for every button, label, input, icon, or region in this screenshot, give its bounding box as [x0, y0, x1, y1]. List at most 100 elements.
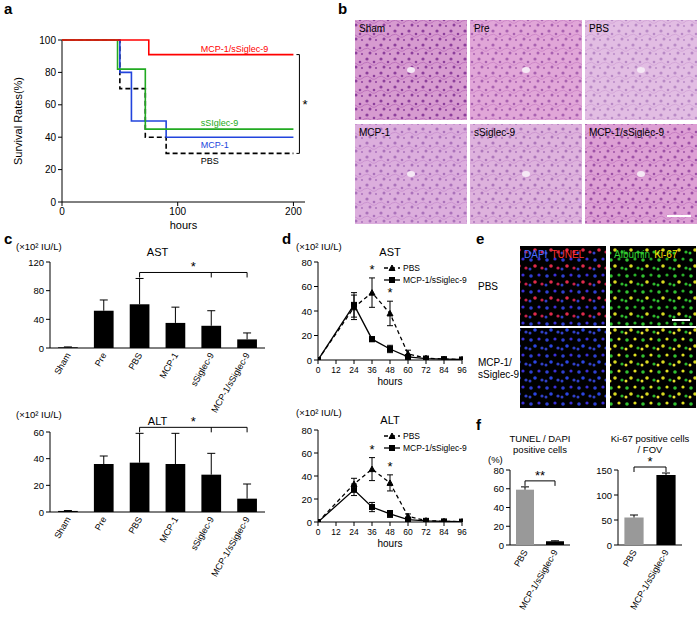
x-tick: [372, 522, 373, 526]
plot-area: [58, 278, 257, 348]
y-tick-label: 40: [301, 471, 312, 482]
fluorescence-image: [610, 246, 696, 326]
x-tick-label: 24: [349, 365, 359, 375]
error-bar: [64, 510, 72, 511]
y-tick-label: 40: [33, 453, 44, 464]
error-bar: [136, 278, 144, 304]
x-tick: [372, 360, 373, 364]
x-tick: [408, 360, 409, 364]
image-label: Sham: [359, 23, 385, 34]
y-axis-label: (×10² IU/L): [296, 241, 342, 252]
y-tick: [58, 40, 62, 41]
image-header: AlbuminKi-67: [614, 249, 678, 260]
image-label: PBS: [589, 23, 609, 34]
histology-image: [355, 20, 467, 120]
category-label: MCP-1/sSiglec-9: [209, 515, 251, 578]
y-tick: [46, 290, 50, 291]
histology-tint: [355, 20, 467, 120]
category-label: sSiglec-9: [189, 351, 216, 388]
chart-title: Ki-67 positive cells: [611, 433, 690, 444]
image-label: MCP-1/sSiglec-9: [589, 127, 664, 138]
y-tick: [46, 262, 50, 263]
bar: [58, 511, 78, 512]
fluorescence-image: [610, 328, 696, 408]
marker: [388, 511, 393, 516]
error-bar: [351, 484, 357, 496]
y-tick: [314, 522, 318, 523]
x-tick-label: 84: [439, 365, 449, 375]
marker: [387, 480, 393, 486]
y-axis-label: (×10² IU/L): [16, 241, 62, 252]
y-tick-label: 60: [301, 448, 312, 459]
histology-image: [470, 20, 582, 120]
bar: [94, 311, 114, 348]
legend-label: PBS: [403, 431, 420, 441]
survival-line: [62, 40, 293, 153]
legend-marker: [390, 446, 395, 451]
error-bar: [551, 540, 559, 541]
marker: [406, 517, 411, 522]
panel-label: b: [338, 0, 347, 17]
x-tick-label: 100: [169, 206, 186, 217]
x-tick-label: 12: [331, 527, 341, 537]
x-tick: [354, 522, 355, 526]
y-tick-label: 20: [301, 330, 312, 341]
x-tick-label: 0: [59, 206, 65, 217]
y-tick-label: 20: [33, 480, 44, 491]
error-bar: [100, 300, 108, 311]
category-label: MCP-1/sSiglec-9: [517, 548, 559, 611]
x-tick: [354, 360, 355, 364]
x-tick: [462, 360, 463, 364]
legend-marker: [389, 433, 395, 439]
y-tick: [46, 432, 50, 433]
error-bar: [171, 307, 179, 323]
marker: [441, 518, 447, 522]
y-axis-label: Survival Rates(%): [12, 77, 24, 165]
y-tick: [314, 499, 318, 500]
error-bar: [369, 458, 375, 481]
vessel: [407, 67, 415, 73]
y-tick: [506, 545, 510, 546]
histology-image: [585, 20, 697, 120]
marker: [318, 520, 321, 523]
error-bar: [662, 473, 670, 475]
row-label: sSiglec-9: [478, 369, 520, 380]
category-label: Sham: [52, 351, 72, 376]
error-bar: [387, 301, 393, 326]
y-axis: [62, 40, 63, 202]
plot-area: [62, 40, 293, 153]
vessel: [637, 171, 645, 177]
significance: *: [191, 414, 196, 429]
panel-label: a: [4, 0, 13, 17]
marker: [423, 518, 429, 522]
marker: [460, 357, 464, 360]
y-tick: [58, 202, 62, 203]
significance: *: [647, 454, 652, 469]
error-bar: [387, 475, 393, 491]
x-tick: [336, 522, 337, 526]
legend-label: MCP-1/sSiglec-9: [403, 275, 467, 285]
y-tick-label: 50: [601, 515, 612, 526]
error-bar: [387, 511, 393, 518]
series-line: [318, 490, 462, 522]
plot-area: [58, 433, 257, 512]
chart-title: TUNEL / DAPI: [510, 433, 571, 444]
y-axis: [618, 470, 619, 545]
error-bar: [521, 487, 529, 490]
survival-line: [62, 40, 293, 137]
survival-line: [62, 40, 293, 129]
y-axis-label: (×10² IU/L): [16, 409, 62, 420]
y-axis: [50, 432, 51, 512]
significance: *: [387, 459, 392, 474]
plot-area: [624, 473, 675, 545]
y-tick: [614, 520, 618, 521]
x-tick-label: 60: [403, 527, 413, 537]
histology-tint: [470, 124, 582, 224]
y-tick-label: 40: [33, 314, 44, 325]
category-label: MCP-1/sSiglec-9: [209, 351, 251, 414]
bar: [166, 323, 186, 348]
stain-label: TUNEL: [551, 249, 584, 260]
y-tick-label: 40: [45, 132, 57, 143]
y-axis: [50, 262, 51, 348]
y-tick: [314, 335, 318, 336]
